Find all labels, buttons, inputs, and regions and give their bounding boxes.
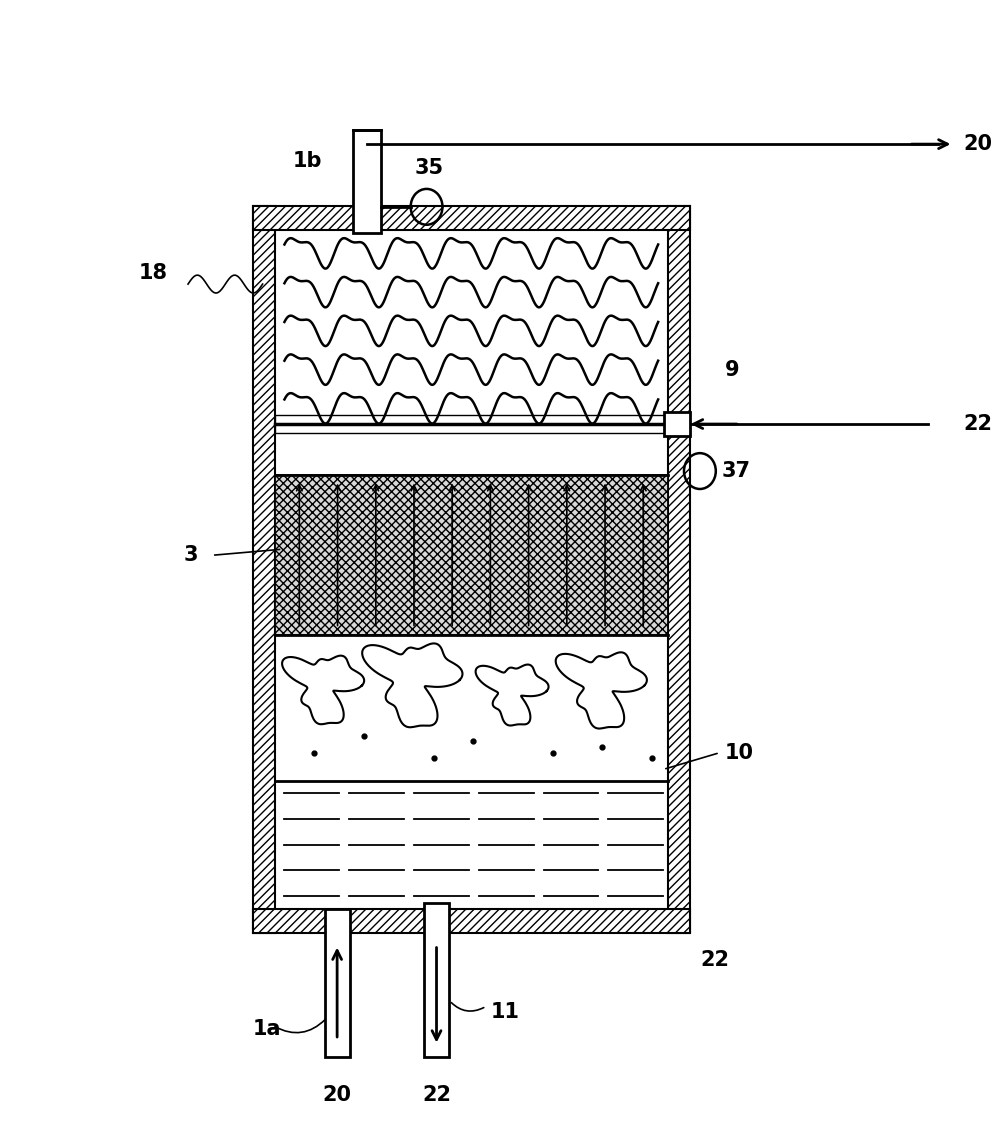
Bar — [253, 205, 689, 230]
Text: 10: 10 — [724, 742, 753, 763]
Text: 35: 35 — [414, 158, 443, 178]
Bar — [274, 415, 667, 433]
Text: 11: 11 — [490, 1002, 520, 1022]
Text: 18: 18 — [138, 263, 168, 283]
Bar — [253, 205, 274, 934]
Text: 3: 3 — [183, 545, 198, 565]
Bar — [274, 230, 667, 909]
Text: 22: 22 — [962, 414, 991, 434]
Bar — [324, 909, 349, 1057]
Text: 37: 37 — [721, 461, 750, 481]
Text: 9: 9 — [724, 360, 738, 380]
Text: 1a: 1a — [253, 1019, 281, 1039]
Text: 20: 20 — [962, 134, 991, 155]
Text: 22: 22 — [699, 950, 728, 970]
Text: 22: 22 — [421, 1085, 450, 1104]
Bar — [667, 205, 689, 934]
Text: 1b: 1b — [292, 151, 322, 171]
Bar — [274, 475, 667, 635]
Bar — [663, 412, 689, 437]
Bar — [253, 909, 689, 934]
Text: 20: 20 — [322, 1085, 351, 1104]
Bar — [423, 904, 448, 1057]
Bar — [353, 130, 380, 232]
